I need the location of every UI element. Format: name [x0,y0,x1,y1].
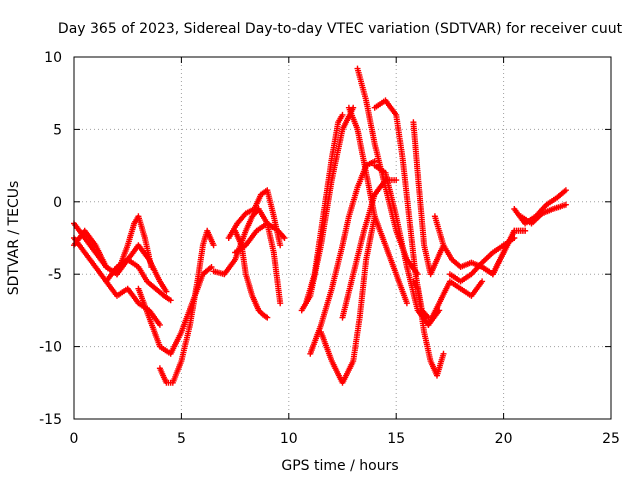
axis-ticks: 0 5 10 15 20 25 -15 -10 -5 0 5 10 [39,50,620,447]
series-track-25 [479,227,529,278]
y-tick-label: 5 [53,122,62,138]
data-point [156,321,163,328]
chart-title: Day 365 of 2023, Sidereal Day-to-day VTE… [58,21,623,37]
series-track-16 [345,104,410,307]
data-point [277,242,284,249]
series-track-24 [446,235,518,285]
series-track-09 [232,227,271,321]
x-tick-label: 0 [70,431,79,447]
data-point [281,235,288,241]
series-track-15 [339,177,400,321]
x-tick-label: 15 [387,431,405,447]
series-track-13 [307,158,378,357]
series-track-04 [103,256,174,304]
data-point [440,350,447,357]
y-tick-label: -15 [39,412,62,428]
plot-border [73,56,612,420]
data-point [210,242,217,249]
data-point [403,300,410,307]
x-tick-label: 5 [177,431,186,447]
y-tick-label: 10 [44,50,62,66]
x-tick-label: 25 [602,431,620,447]
y-tick-label: -10 [39,340,62,356]
data-point [562,201,569,208]
x-tick-label: 20 [495,431,513,447]
data-point [339,111,346,118]
data-point [163,288,170,295]
data-point [264,314,271,321]
data-point [393,177,400,184]
data-point [208,264,215,270]
series-track-14 [318,213,378,386]
data-point [479,278,486,285]
data-point [167,297,174,304]
x-tick-label: 10 [280,431,298,447]
series-track-27 [517,201,569,227]
series-track-12 [303,111,346,307]
data-point [277,300,284,307]
y-axis-label: SDTVAR / TECUs [6,181,22,296]
x-axis-label: GPS time / hours [281,458,398,474]
data-marks [71,65,569,386]
plot-frame [73,56,612,420]
series-track-21 [410,278,447,379]
series-track-22 [425,278,486,328]
series-track-19 [371,97,432,321]
series-track-03 [71,235,163,328]
data-point [522,227,529,234]
data-point [562,187,569,194]
series-track-06 [156,227,217,386]
data-point [148,264,155,270]
y-tick-label: -5 [48,267,62,283]
series-track-10 [232,220,288,256]
y-tick-label: 0 [53,195,62,211]
